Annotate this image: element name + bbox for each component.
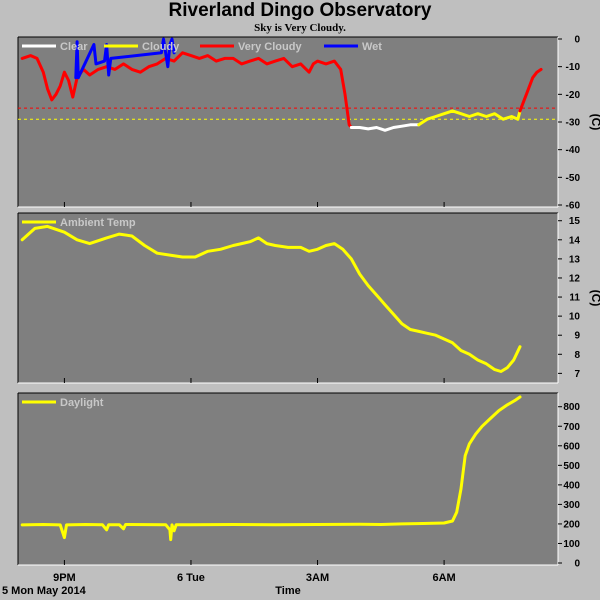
y-tick-label: 800 [563,402,580,413]
series-line-very-cloudy [518,67,543,113]
legend-label-daylight: Daylight [60,397,104,409]
series-line-daylight [20,395,522,542]
y-tick-label: -10 [566,62,581,73]
y-tick-label: 9 [574,331,580,342]
ambient-plot-area [18,213,558,383]
y-tick-label: 13 [569,254,581,265]
series-line-ambient-temp [20,224,522,373]
legend-label-clear: Clear [60,41,88,53]
y-tick-label: -60 [566,201,581,212]
y-tick-label: 11 [569,293,580,304]
y-tick-label: 14 [569,235,581,246]
legend-label-wet: Wet [362,41,382,53]
y-axis-unit: (C) [589,290,600,307]
sky-panel: 0 -10 -20 -30 -40 -50 -60 (C) Clear Cloudy Very Cl… [17,35,600,212]
sky-status-subtitle: Sky is Very Cloudy. [254,22,346,34]
x-tick-label: 6AM [432,572,455,584]
y-tick-label: 8 [574,350,580,361]
y-tick-label: -40 [566,145,581,156]
y-tick-label: 500 [563,461,580,472]
chart-title: Riverland Dingo Observatory [168,0,432,21]
x-tick-label: 3AM [306,572,329,584]
ambient-panel: 15 14 13 12 11 10 9 8 7 (C) Ambient Temp [17,212,600,384]
y-tick-label: 400 [563,480,580,491]
y-tick-label: -20 [566,90,581,101]
y-tick-label: -50 [566,173,581,184]
y-tick-label: 0 [574,559,580,570]
x-axis-label: Time [275,585,300,597]
y-tick-label: 15 [569,216,581,227]
y-tick-label: 7 [574,369,580,380]
series-line-cloudy [417,109,522,127]
y-tick-label: 12 [569,273,581,284]
y-tick-label: 0 [574,35,580,46]
legend-label-ambient-temp: Ambient Temp [60,217,136,229]
y-tick-label: 200 [563,519,580,530]
y-tick-label: 700 [563,422,580,433]
series-line-very-cloudy [20,51,353,129]
y-tick-label: -30 [566,118,581,129]
y-tick-label: 600 [563,441,580,452]
daylight-plot-area [18,393,558,565]
y-tick-label: 10 [569,312,581,323]
date-label: 5 Mon May 2014 [2,585,87,597]
legend-label-cloudy: Cloudy [142,41,180,53]
series-line-wet [74,37,176,80]
legend-label-very-cloudy: Very Cloudy [238,41,302,53]
x-tick-label: 6 Tue [177,572,205,584]
y-tick-label: 300 [563,500,580,511]
y-axis-unit: (C) [589,114,600,131]
series-line-clear [349,123,421,132]
y-tick-label: 100 [563,539,580,550]
daylight-panel: 800 700 600 500 400 300 200 100 0 Daylight [17,392,580,570]
x-tick-label: 9PM [53,572,76,584]
